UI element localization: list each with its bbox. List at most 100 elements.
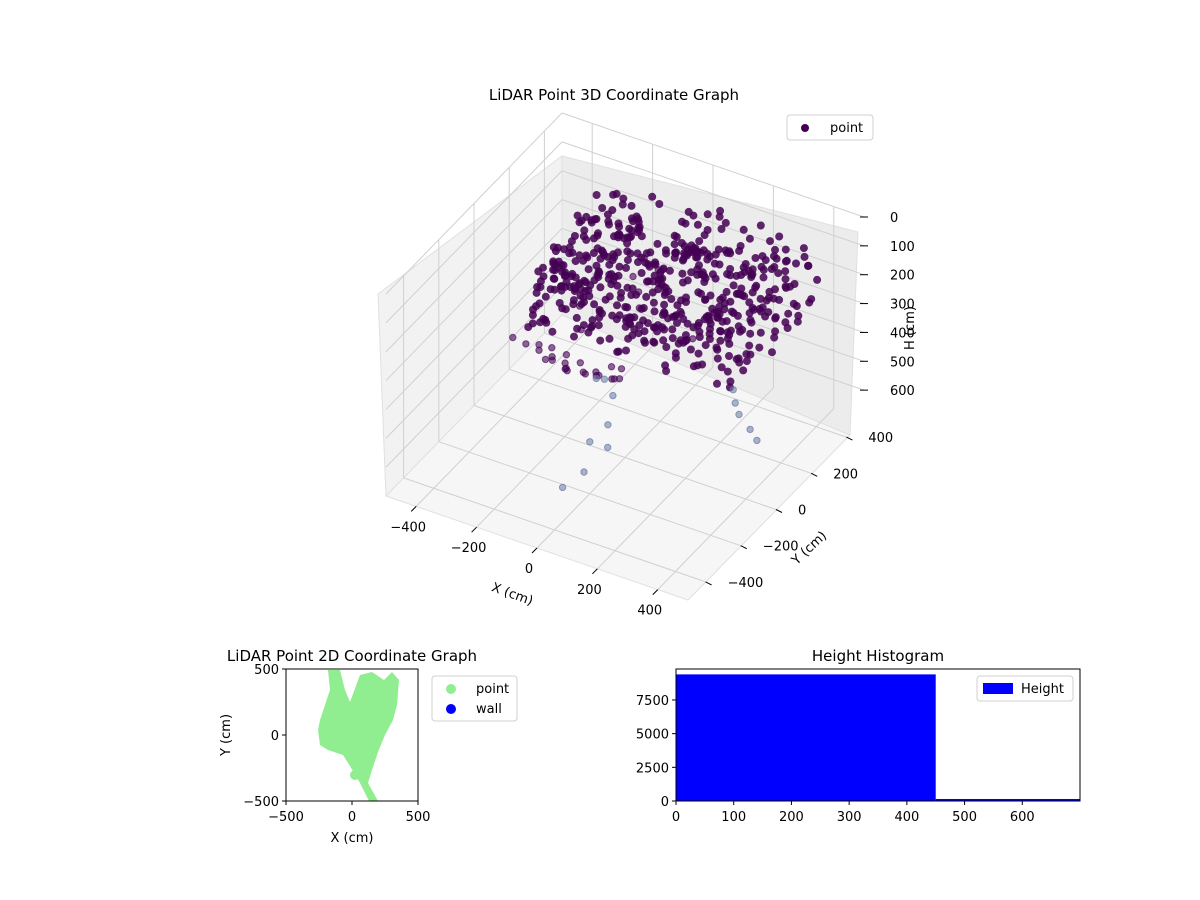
point-3d [649, 298, 658, 307]
histogram-bar [935, 798, 1080, 801]
point-3d [571, 257, 580, 266]
point-3d [576, 279, 585, 288]
point-outlier-2d [350, 770, 360, 780]
point-3d [729, 386, 737, 394]
point-3d [605, 292, 614, 301]
z-tick-label-3d: 0 [890, 211, 898, 226]
z-tick-label-3d: 500 [890, 355, 915, 370]
point-3d [683, 319, 692, 328]
gridline-floor-x [597, 387, 774, 570]
point-3d [671, 349, 680, 358]
point-3d [595, 313, 604, 322]
point-3d [592, 368, 600, 376]
point-3d [618, 200, 627, 209]
point-3d [567, 272, 576, 281]
ticks-2d: −500 0 500 500 0 −500 [243, 663, 430, 825]
y-axis-label-2d: Y (cm) [219, 714, 234, 757]
point-3d [711, 274, 720, 283]
point-3d [576, 291, 585, 300]
point-3d [735, 358, 744, 367]
point-3d [771, 285, 779, 294]
point-3d [558, 483, 567, 492]
point-3d [703, 255, 712, 264]
point-3d [740, 268, 749, 277]
point-3d [630, 313, 639, 322]
point-3d [729, 281, 738, 290]
point-3d [613, 347, 622, 356]
point-3d [586, 438, 594, 446]
x-axis-label-3d: X (cm) [489, 580, 535, 609]
z-tick-label-3d: 100 [890, 240, 915, 255]
point-3d [695, 237, 704, 246]
points-cluster-2d [318, 670, 399, 801]
x-tick-label-3d: −400 [390, 520, 426, 535]
point-3d [764, 293, 773, 302]
point-3d [683, 276, 692, 285]
point-3d [550, 285, 559, 294]
point-3d [716, 206, 725, 215]
point-3d [629, 272, 637, 281]
point-3d [710, 259, 719, 268]
point-3d [678, 269, 687, 278]
z-tick-label-3d: 600 [890, 384, 915, 399]
point-3d [702, 313, 711, 321]
point-3d [634, 288, 643, 296]
point-3d [748, 265, 757, 274]
point-3d [782, 283, 791, 292]
x-tick-label-3d: 0 [525, 562, 533, 577]
point-3d [717, 363, 726, 372]
point-3d [613, 281, 622, 290]
point-3d [579, 368, 587, 376]
y-tick-label-3d: 0 [798, 504, 806, 519]
point-3d [509, 333, 517, 342]
point-3d [732, 271, 741, 280]
point-3d [580, 468, 588, 476]
point-3d [805, 298, 814, 307]
point-3d [670, 240, 679, 249]
point-3d [746, 329, 755, 338]
point-3d [565, 249, 574, 258]
y-tick-label-2d: −500 [243, 795, 279, 810]
x-tick-label-histogram: 500 [952, 810, 977, 825]
point-3d [721, 218, 730, 227]
point-3d [800, 252, 809, 261]
point-3d [723, 270, 732, 279]
point-3d [751, 254, 760, 262]
point-3d [673, 301, 682, 310]
gridline-left-h [385, 112, 563, 295]
point-3d [598, 204, 607, 212]
point-3d [792, 259, 800, 268]
ticks-3d: −400 −200 0 200 400 −400 −200 0 200 400 0 100 200 300… [390, 211, 914, 619]
x-axis-label-2d: X (cm) [331, 831, 374, 846]
point-3d [539, 272, 548, 281]
point-3d [592, 191, 601, 199]
point-3d [720, 305, 729, 314]
point-3d [539, 263, 547, 272]
point-3d [653, 239, 662, 248]
x-tick-label-histogram: 300 [837, 810, 862, 825]
point-3d [662, 367, 671, 375]
y-tick-label-2d: 0 [271, 729, 279, 744]
gridline-left-h [385, 199, 563, 381]
x-tick-label-histogram: 600 [1010, 810, 1035, 825]
point-3d [640, 254, 648, 262]
point-3d [725, 352, 733, 360]
point-3d [551, 247, 560, 256]
point-3d [677, 239, 686, 247]
point-3d [658, 323, 667, 332]
point-3d [771, 327, 780, 336]
point-3d [584, 286, 593, 295]
point-3d [667, 295, 676, 303]
pane-floor [385, 314, 851, 601]
point-3d [548, 353, 556, 361]
point-3d [708, 304, 717, 313]
point-3d [758, 252, 767, 261]
legend-2d-marker-point [446, 684, 456, 694]
legend-3d-box [786, 114, 874, 141]
point-3d [570, 282, 579, 291]
point-3d [617, 288, 626, 297]
point-3d [672, 233, 681, 241]
point-3d [590, 300, 599, 309]
point-3d [539, 314, 548, 323]
